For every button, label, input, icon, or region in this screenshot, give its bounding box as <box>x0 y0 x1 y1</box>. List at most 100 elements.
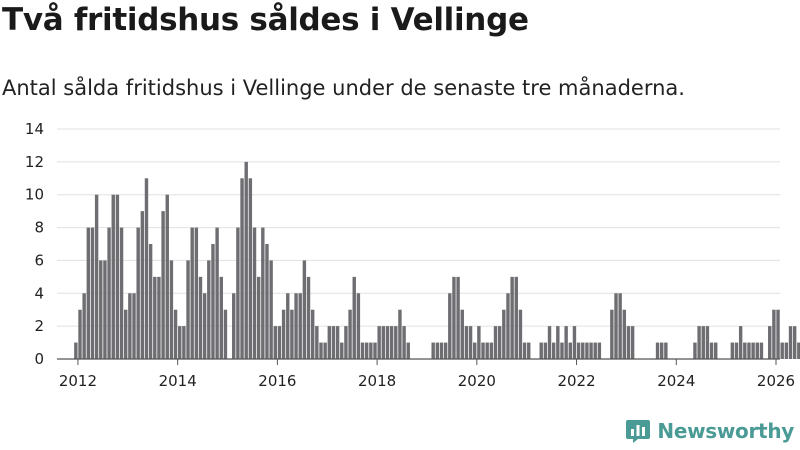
bar <box>443 342 448 359</box>
bar <box>402 326 406 359</box>
bar <box>281 309 286 359</box>
bar <box>381 326 386 359</box>
bar <box>161 211 165 359</box>
bar <box>473 342 477 359</box>
bar <box>364 342 369 359</box>
bar <box>464 326 469 359</box>
bar <box>477 326 481 359</box>
y-tick-label: 14 <box>25 120 44 138</box>
bar <box>248 178 253 359</box>
bar <box>256 276 261 359</box>
bar <box>456 276 460 359</box>
bar <box>481 342 485 359</box>
bar <box>493 326 498 359</box>
bar <box>186 260 190 359</box>
bar <box>327 326 332 359</box>
x-tick-label: 2016 <box>258 372 296 390</box>
bar <box>78 309 82 359</box>
bar <box>664 342 668 359</box>
bar <box>377 326 381 359</box>
bar <box>74 342 78 359</box>
bar <box>589 342 593 359</box>
bar <box>252 227 257 359</box>
bar <box>460 309 464 359</box>
bar <box>394 326 398 359</box>
bar <box>207 260 211 359</box>
bar <box>788 326 793 359</box>
bar <box>90 227 95 359</box>
bar-chart: 0 2 4 6 8 10 12 14 2012 2014 2016 2018 2020 2022 2024… <box>25 120 800 390</box>
bar <box>82 293 86 359</box>
bar <box>485 342 489 359</box>
x-tick-label: 2022 <box>557 372 595 390</box>
bar <box>148 244 153 359</box>
bar <box>738 326 743 359</box>
bar <box>622 309 627 359</box>
y-tick-label: 12 <box>25 153 44 171</box>
y-axis-ticks: 0 2 4 6 8 10 12 14 <box>25 120 44 368</box>
bar <box>344 326 348 359</box>
bar <box>240 178 244 359</box>
bar <box>136 227 140 359</box>
bar <box>556 326 560 359</box>
bar <box>581 342 585 359</box>
bar <box>543 342 548 359</box>
bar <box>468 326 473 359</box>
bar <box>522 342 527 359</box>
gridlines <box>57 128 780 327</box>
bar-chart-logo-icon <box>626 420 651 443</box>
bar <box>759 342 764 359</box>
bar <box>173 309 178 359</box>
bar <box>298 293 302 359</box>
bar <box>576 342 581 359</box>
bar <box>182 326 186 359</box>
bar <box>215 227 219 359</box>
bar <box>489 342 494 359</box>
bar <box>273 326 277 359</box>
bar <box>797 342 800 359</box>
bar <box>585 342 589 359</box>
bar <box>119 227 124 359</box>
bar <box>103 260 107 359</box>
bar <box>360 342 365 359</box>
bar <box>352 276 356 359</box>
bar <box>323 342 327 359</box>
chart-subtitle: Antal sålda fritidshus i Vellinge under … <box>2 76 685 100</box>
bar <box>614 293 618 359</box>
bar <box>290 309 294 359</box>
bar <box>734 342 739 359</box>
bar <box>714 342 718 359</box>
bar <box>232 293 236 359</box>
bar <box>269 260 273 359</box>
bar <box>294 293 298 359</box>
y-tick-label: 0 <box>34 350 44 368</box>
bar <box>697 326 701 359</box>
bar <box>701 326 705 359</box>
x-tick-label: 2012 <box>59 372 97 390</box>
bar <box>747 342 751 359</box>
bar <box>244 161 248 359</box>
bar <box>315 326 319 359</box>
bar <box>111 194 115 359</box>
chart-title: Två fritidshus såldes i Vellinge <box>2 2 529 38</box>
bar <box>94 194 99 359</box>
bar <box>223 309 228 359</box>
bar <box>784 342 789 359</box>
bar <box>780 342 784 359</box>
bar <box>178 326 182 359</box>
bar <box>435 342 440 359</box>
bar <box>194 227 199 359</box>
bar <box>219 276 223 359</box>
bar <box>124 309 128 359</box>
bar <box>340 342 344 359</box>
bar <box>211 244 215 359</box>
bar <box>709 342 714 359</box>
bar <box>547 326 552 359</box>
bar <box>497 326 502 359</box>
bar <box>132 293 136 359</box>
bar <box>128 293 132 359</box>
bar <box>107 227 111 359</box>
bar <box>306 276 311 359</box>
bar-series <box>74 161 800 359</box>
bar <box>198 276 203 359</box>
